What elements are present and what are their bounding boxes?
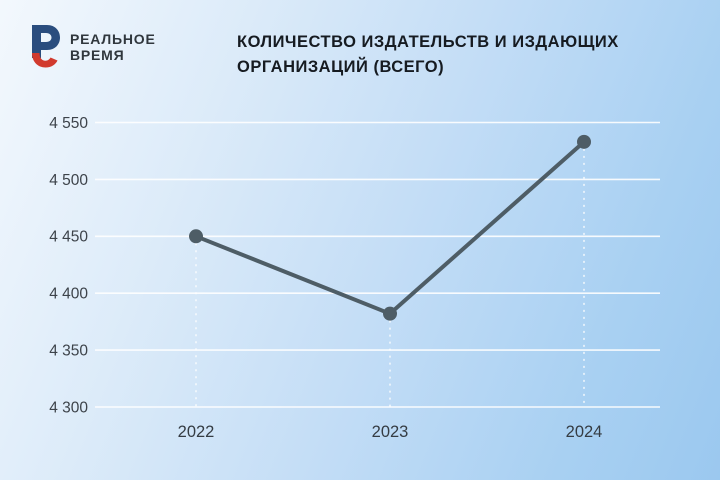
brand-logo-icon — [32, 25, 60, 68]
logo-blue-shape — [32, 25, 60, 58]
brand-logo: РЕАЛЬНОЕ ВРЕМЯ — [28, 24, 156, 70]
brand-wordmark: РЕАЛЬНОЕ ВРЕМЯ — [70, 31, 156, 63]
y-axis-tick-label: 4 450 — [49, 229, 88, 246]
x-axis-tick-label: 2024 — [566, 423, 603, 441]
y-axis-tick-label: 4 500 — [49, 172, 88, 189]
data-point — [577, 134, 591, 149]
y-axis-tick-label: 4 300 — [49, 399, 88, 416]
y-axis-tick-label: 4 550 — [49, 115, 88, 132]
chart-title-line1: КОЛИЧЕСТВО ИЗДАТЕЛЬСТВ И ИЗДАЮЩИХ — [237, 33, 619, 51]
data-point — [383, 306, 397, 321]
logo-red-shape — [32, 53, 58, 68]
x-axis-tick-label: 2022 — [178, 423, 215, 441]
brand-wordmark-line1: РЕАЛЬНОЕ — [70, 31, 156, 47]
trend-line — [194, 139, 586, 316]
y-axis-tick-label: 4 400 — [49, 286, 88, 303]
header: РЕАЛЬНОЕ ВРЕМЯ КОЛИЧЕСТВО ИЗДАТЕЛЬСТВ И … — [28, 24, 700, 76]
chart-title-line2: ОРГАНИЗАЦИЙ (ВСЕГО) — [237, 58, 445, 76]
brand-wordmark-line2: ВРЕМЯ — [70, 47, 125, 63]
x-axis-tick-label: 2023 — [372, 423, 409, 441]
data-point — [189, 229, 203, 244]
chart-title: КОЛИЧЕСТВО ИЗДАТЕЛЬСТВ И ИЗДАЮЩИХ ОРГАНИ… — [237, 30, 619, 80]
y-axis-tick-label: 4 350 — [49, 343, 88, 360]
